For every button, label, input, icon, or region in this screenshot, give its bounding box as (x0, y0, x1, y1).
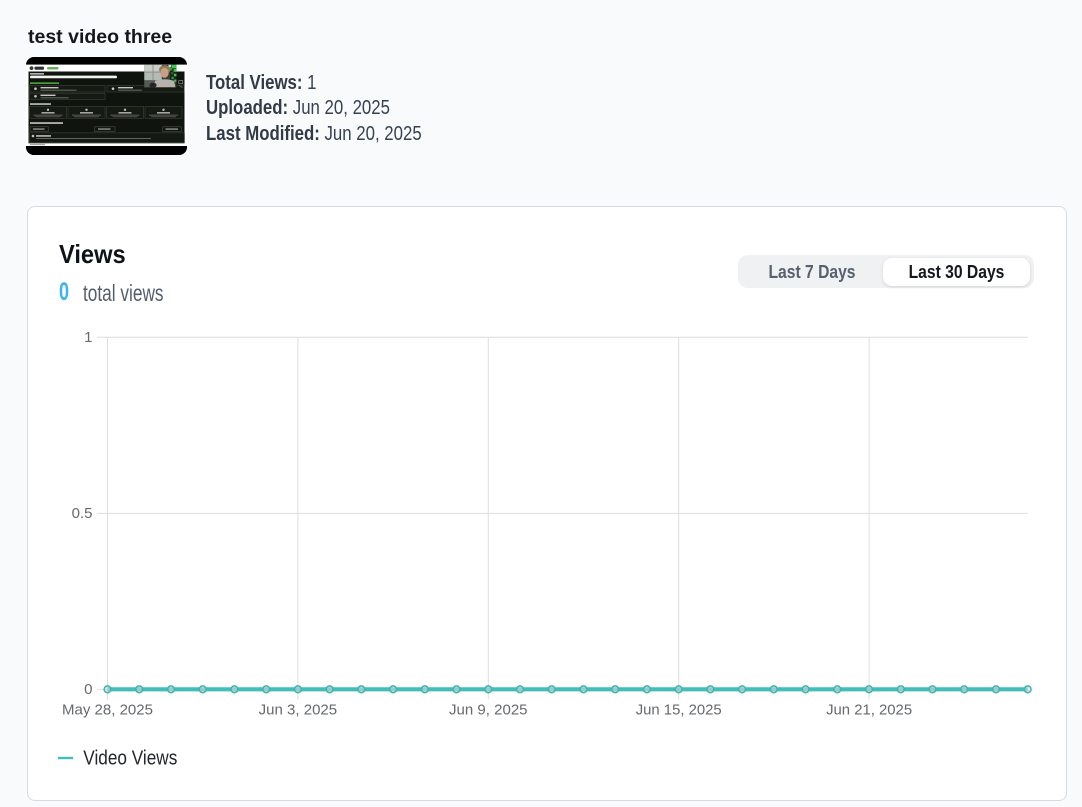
svg-text:Jun 15, 2025: Jun 15, 2025 (636, 702, 722, 719)
svg-text:May 28, 2025: May 28, 2025 (62, 702, 153, 719)
svg-text:0.5: 0.5 (72, 505, 93, 522)
svg-text:Jun 21, 2025: Jun 21, 2025 (826, 702, 912, 719)
svg-text:Video Views: Video Views (83, 747, 177, 769)
svg-text:1: 1 (84, 329, 92, 346)
svg-text:0: 0 (84, 681, 92, 698)
svg-text:Jun 9, 2025: Jun 9, 2025 (449, 702, 528, 719)
svg-text:Jun 3, 2025: Jun 3, 2025 (259, 702, 338, 719)
